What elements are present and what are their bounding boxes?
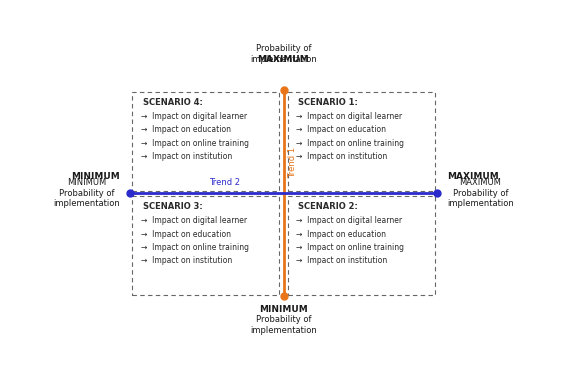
Text: Probability of
implementation: Probability of implementation [250,305,317,335]
Text: →  Impact on digital learner: → Impact on digital learner [141,216,247,225]
Text: →  Impact on institution: → Impact on institution [296,256,387,265]
Text: MINIMUM: MINIMUM [259,305,308,314]
Text: →  Impact on education: → Impact on education [141,230,231,238]
Text: →  Impact on institution: → Impact on institution [141,152,232,161]
Text: SCENARIO 3:: SCENARIO 3: [143,202,202,211]
Text: →  Impact on online training: → Impact on online training [141,243,249,252]
Text: →  Impact on online training: → Impact on online training [141,139,249,148]
Text: Trend 2: Trend 2 [209,178,240,187]
Text: SCENARIO 4:: SCENARIO 4: [143,98,203,107]
Text: →  Impact on online training: → Impact on online training [296,243,404,252]
Text: →  Impact on education: → Impact on education [296,125,386,134]
Text: MAXIMUM: MAXIMUM [257,55,310,64]
Text: →  Impact on education: → Impact on education [141,125,231,134]
Text: MINIMUM
Probability of
implementation: MINIMUM Probability of implementation [53,178,120,208]
Text: →  Impact on institution: → Impact on institution [141,256,232,265]
Text: SCENARIO 2:: SCENARIO 2: [298,202,358,211]
Text: →  Impact on education: → Impact on education [296,230,386,238]
Text: →  Impact on online training: → Impact on online training [296,139,404,148]
Text: →  Impact on digital learner: → Impact on digital learner [141,112,247,121]
Text: →  Impact on digital learner: → Impact on digital learner [296,216,402,225]
Text: →  Impact on institution: → Impact on institution [296,152,387,161]
Text: MAXIMUM: MAXIMUM [447,172,499,181]
Text: SCENARIO 1:: SCENARIO 1: [298,98,358,107]
Text: Probability of
implementation: Probability of implementation [250,34,317,64]
Text: MINIMUM: MINIMUM [71,172,120,181]
Text: →  Impact on digital learner: → Impact on digital learner [296,112,402,121]
Text: MAXIMUM
Probability of
implementation: MAXIMUM Probability of implementation [447,178,514,208]
Text: Trend 1: Trend 1 [289,147,298,178]
